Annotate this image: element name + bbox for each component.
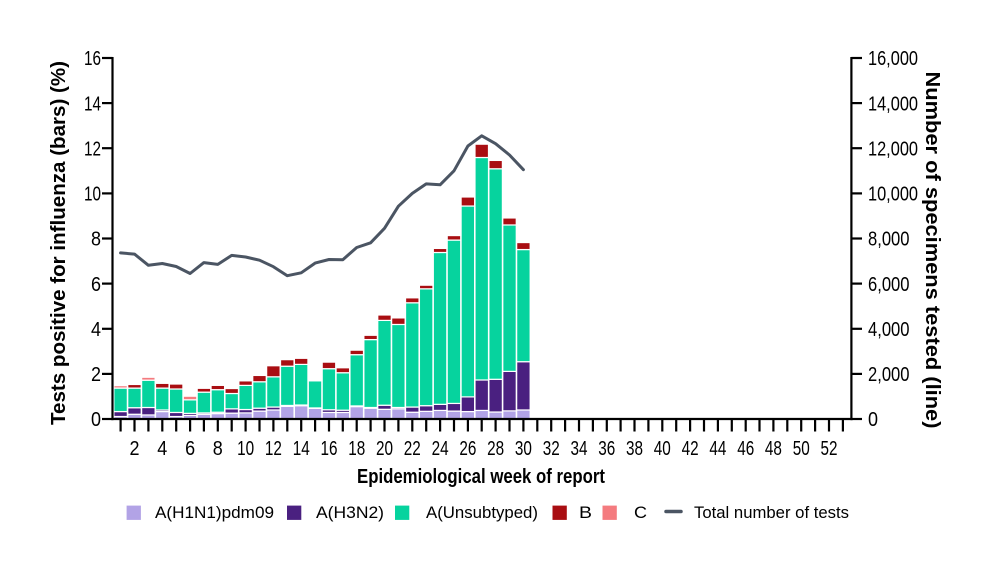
svg-text:12: 12 <box>265 438 282 460</box>
svg-text:12: 12 <box>84 138 101 160</box>
svg-text:46: 46 <box>737 438 754 460</box>
svg-text:2: 2 <box>91 364 101 386</box>
svg-text:50: 50 <box>793 438 810 460</box>
svg-text:16: 16 <box>84 48 101 70</box>
svg-text:A(H3N2): A(H3N2) <box>316 504 384 522</box>
svg-text:30: 30 <box>515 438 532 460</box>
svg-text:48: 48 <box>765 438 782 460</box>
svg-text:4: 4 <box>157 438 167 460</box>
svg-text:28: 28 <box>487 438 504 460</box>
svg-text:6: 6 <box>91 274 101 296</box>
svg-text:40: 40 <box>654 438 671 460</box>
svg-text:8: 8 <box>213 438 223 460</box>
svg-text:Total number of tests: Total number of tests <box>694 504 849 522</box>
svg-text:38: 38 <box>626 438 643 460</box>
svg-text:A(H1N1)pdm09: A(H1N1)pdm09 <box>155 504 274 522</box>
svg-text:16,000: 16,000 <box>868 48 918 70</box>
svg-text:22: 22 <box>404 438 421 460</box>
svg-text:44: 44 <box>709 438 726 460</box>
svg-text:0: 0 <box>868 409 878 431</box>
svg-text:2,000: 2,000 <box>868 364 910 386</box>
svg-text:12,000: 12,000 <box>868 138 918 160</box>
svg-text:Number of specimens tested (li: Number of specimens tested (line) <box>921 72 944 429</box>
svg-text:A(Unsubtyped): A(Unsubtyped) <box>426 504 538 522</box>
svg-text:10,000: 10,000 <box>868 184 918 206</box>
svg-text:Tests positive for influenza (: Tests positive for influenza (bars) (%) <box>47 61 70 425</box>
svg-text:B: B <box>579 504 592 522</box>
svg-text:14: 14 <box>293 438 310 460</box>
svg-text:26: 26 <box>459 438 476 460</box>
svg-text:34: 34 <box>571 438 588 460</box>
svg-text:6,000: 6,000 <box>868 274 910 296</box>
svg-text:6: 6 <box>185 438 195 460</box>
svg-text:14: 14 <box>84 93 101 115</box>
svg-text:14,000: 14,000 <box>868 93 918 115</box>
svg-text:42: 42 <box>682 438 699 460</box>
svg-text:24: 24 <box>432 438 449 460</box>
svg-text:10: 10 <box>84 184 101 206</box>
svg-text:Epidemiological week of report: Epidemiological week of report <box>357 465 605 488</box>
svg-text:8: 8 <box>91 229 101 251</box>
svg-text:8,000: 8,000 <box>868 229 910 251</box>
svg-text:4,000: 4,000 <box>868 319 910 341</box>
svg-text:32: 32 <box>543 438 560 460</box>
svg-text:20: 20 <box>376 438 393 460</box>
svg-text:36: 36 <box>598 438 615 460</box>
svg-text:16: 16 <box>321 438 338 460</box>
svg-text:10: 10 <box>237 438 254 460</box>
svg-text:C: C <box>634 504 647 522</box>
svg-text:0: 0 <box>91 409 101 431</box>
svg-text:4: 4 <box>91 319 101 341</box>
svg-text:2: 2 <box>130 438 140 460</box>
svg-text:52: 52 <box>821 438 838 460</box>
svg-text:18: 18 <box>348 438 365 460</box>
